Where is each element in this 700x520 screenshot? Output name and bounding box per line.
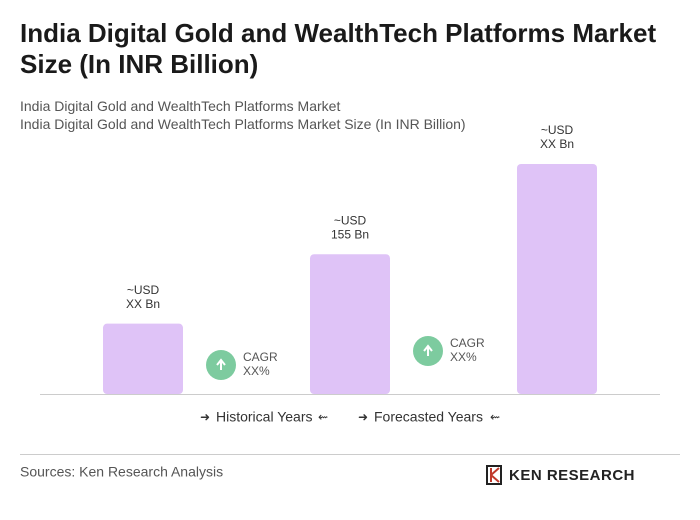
logo-text: KEN RESEARCH — [509, 467, 635, 484]
legend-arrow: ⇜ — [318, 410, 328, 424]
cagr-label: XX% — [243, 364, 270, 378]
cagr-arrow — [216, 358, 226, 370]
cagr-label: CAGR — [450, 336, 485, 350]
source: Sources: Ken Research Analysis — [20, 464, 223, 480]
value-label: XX Bn — [540, 137, 574, 151]
value-label: ~USD — [541, 123, 574, 137]
legend-label: Historical Years — [216, 409, 313, 425]
value-label: XX Bn — [126, 297, 160, 311]
legend-arrow: ⇜ — [490, 410, 500, 424]
chart-title: India Digital Gold and WealthTech Platfo… — [20, 18, 657, 79]
bar — [310, 254, 390, 394]
cagr-arrow — [423, 344, 433, 356]
value-label: ~USD — [127, 283, 160, 297]
cagr-label: CAGR — [243, 350, 278, 364]
legend-arrow: ➜ — [358, 410, 368, 424]
value-label: 155 Bn — [331, 227, 369, 241]
bar — [103, 323, 183, 394]
legend-arrow: ➜ — [200, 410, 210, 424]
legend-label: Forecasted Years — [374, 409, 483, 425]
subtitle: India Digital Gold and WealthTech Platfo… — [20, 98, 341, 114]
logo: KEN RESEARCH — [486, 465, 635, 485]
value-label: ~USD — [334, 213, 367, 227]
logo-icon — [490, 467, 500, 483]
cagr-label: XX% — [450, 350, 477, 364]
subtitle: India Digital Gold and WealthTech Platfo… — [20, 116, 466, 132]
bar — [517, 164, 597, 394]
logo-icon — [486, 465, 502, 485]
